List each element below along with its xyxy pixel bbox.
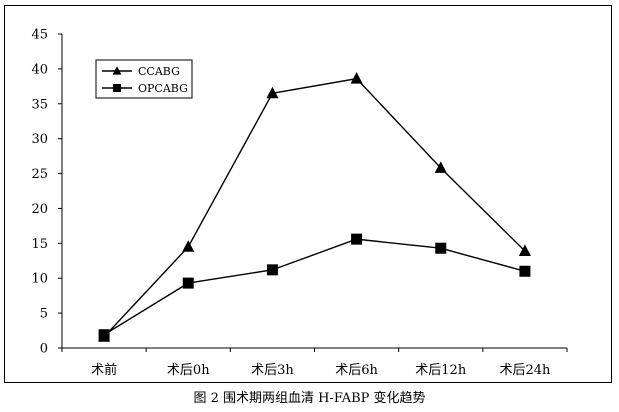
y-tick-label: 45 [31, 28, 48, 43]
x-tick-label: 术后3h [251, 363, 294, 378]
data-point [182, 277, 194, 289]
data-point [266, 264, 278, 276]
data-point [266, 86, 279, 99]
data-point [434, 161, 447, 173]
square-marker-icon [113, 84, 121, 92]
x-tick-label: 术后6h [335, 363, 378, 378]
x-tick-label: 术前 [91, 362, 117, 378]
series-line [103, 238, 526, 336]
data-point [519, 265, 531, 277]
y-tick-label: 0 [40, 342, 48, 357]
series-layer [98, 72, 531, 342]
legend: CCABG OPCABG [95, 59, 193, 99]
legend-label: OPCABG [138, 82, 188, 95]
x-tick-label: 术后12h [415, 363, 467, 378]
y-tick-label: 30 [31, 132, 48, 147]
x-tick-label: 术后24h [499, 363, 551, 378]
data-point [435, 242, 447, 254]
x-tick-label: 术后0h [167, 363, 210, 378]
data-point [350, 72, 363, 84]
axes: 0 5 10 15 20 25 30 35 40 45 术前 术后0h 术后3h 术后6h 术后12h 术后2… [31, 28, 568, 378]
series-line [103, 77, 526, 338]
outer-border [4, 5, 612, 383]
series-ccabg [98, 72, 531, 342]
y-tick-label: 10 [31, 272, 48, 287]
legend-entry: OPCABG [102, 82, 188, 95]
y-tick-label: 5 [40, 307, 48, 322]
y-tick-label: 40 [31, 62, 48, 77]
legend-box [95, 59, 193, 99]
triangle-marker-icon [112, 66, 122, 75]
data-point [518, 244, 531, 256]
series-opcabg [98, 233, 531, 341]
figure-caption: 图 2 围术期两组血清 H-FABP 变化趋势 [193, 391, 426, 406]
y-tick-label: 35 [31, 97, 48, 112]
data-point [182, 240, 195, 252]
data-point [351, 233, 363, 245]
legend-label: CCABG [138, 65, 180, 78]
y-tick-label: 20 [31, 202, 48, 217]
y-tick-label: 25 [31, 167, 48, 182]
legend-entry: CCABG [102, 65, 180, 78]
data-point [98, 329, 110, 341]
y-tick-label: 15 [31, 237, 48, 252]
